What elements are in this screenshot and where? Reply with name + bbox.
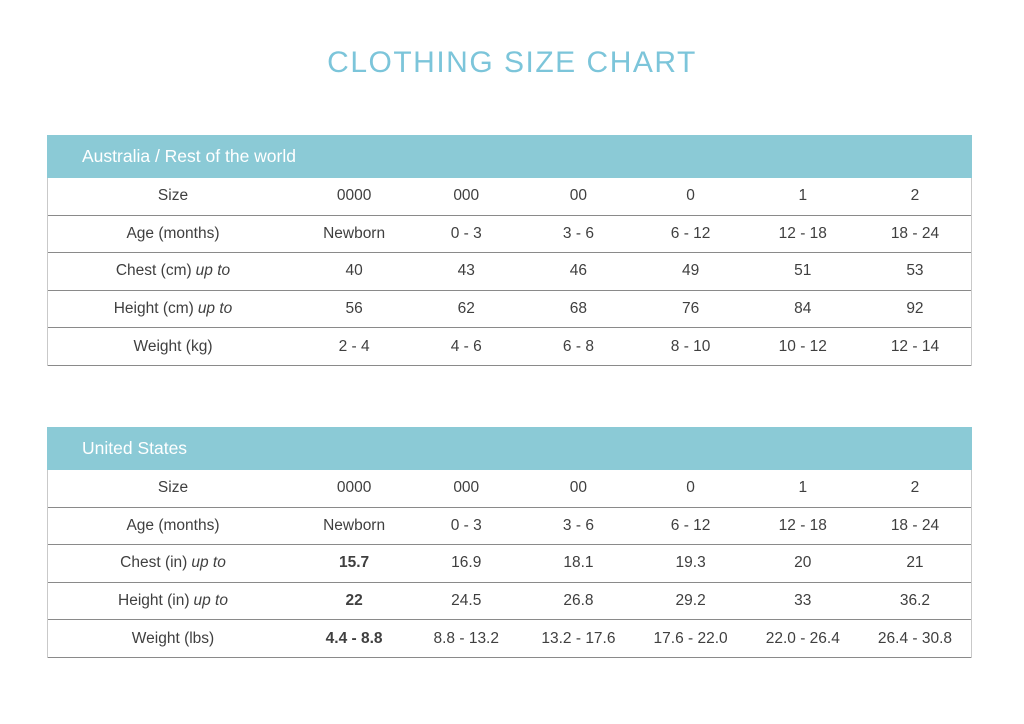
weight-value: 13.2 - 17.6 xyxy=(541,629,616,647)
chest-value: 53 xyxy=(906,262,924,280)
chest-value: 21 xyxy=(906,554,924,572)
row-label-size: Size xyxy=(157,187,189,205)
table-australia-header: Australia / Rest of the world xyxy=(47,135,972,178)
chest-value: 15.7 xyxy=(339,554,370,572)
chest-value: 18.1 xyxy=(563,554,594,572)
table-united-states: United States Size 0000 000 00 0 1 2 Age… xyxy=(47,427,972,658)
row-label-age: Age (months) xyxy=(126,516,220,534)
size-value: 1 xyxy=(798,479,808,497)
size-value: 00 xyxy=(569,187,588,205)
table-row-weight: Weight (kg) 2 - 4 4 - 6 6 - 8 8 - 10 10 … xyxy=(48,328,971,366)
height-value: 68 xyxy=(569,300,588,318)
row-label-height: Height (cm) up to xyxy=(113,300,233,318)
height-value: 29.2 xyxy=(675,592,706,610)
weight-value: 10 - 12 xyxy=(778,337,827,355)
age-value: 18 - 24 xyxy=(890,224,940,242)
table-united-states-header: United States xyxy=(47,427,972,470)
row-label-weight: Weight (lbs) xyxy=(131,629,215,647)
weight-value: 17.6 - 22.0 xyxy=(653,629,728,647)
size-value: 0 xyxy=(686,187,695,205)
chest-value: 19.3 xyxy=(675,554,706,572)
chest-value: 46 xyxy=(569,262,588,280)
table-row-size: Size 0000 000 00 0 1 2 xyxy=(48,470,971,508)
size-value: 0000 xyxy=(336,479,372,497)
chest-value: 49 xyxy=(681,262,700,280)
size-value: 2 xyxy=(910,479,920,497)
row-label-age: Age (months) xyxy=(126,224,220,242)
age-value: 0 - 3 xyxy=(450,516,482,534)
age-value: 6 - 12 xyxy=(670,224,711,242)
weight-value: 4 - 6 xyxy=(450,337,482,355)
weight-value: 12 - 14 xyxy=(890,337,940,355)
size-value: 1 xyxy=(798,187,808,205)
weight-value: 8 - 10 xyxy=(670,337,711,355)
weight-value: 2 - 4 xyxy=(338,337,370,355)
age-value: 6 - 12 xyxy=(670,516,711,534)
size-value: 00 xyxy=(569,479,588,497)
table-row-height: Height (in) up to 22 24.5 26.8 29.2 33 36… xyxy=(48,583,971,621)
size-value: 2 xyxy=(910,187,920,205)
height-value: 33 xyxy=(794,592,812,610)
age-value: 3 - 6 xyxy=(562,516,594,534)
height-value: 36.2 xyxy=(899,592,931,610)
height-value: 92 xyxy=(906,300,924,318)
age-value: Newborn xyxy=(323,516,386,534)
height-value: 56 xyxy=(345,300,363,318)
chest-value: 51 xyxy=(794,262,812,280)
height-value: 22 xyxy=(345,592,363,610)
size-value: 0 xyxy=(686,479,695,497)
weight-value: 6 - 8 xyxy=(562,337,594,355)
chest-value: 43 xyxy=(457,262,475,280)
row-label-weight: Weight (kg) xyxy=(133,337,213,355)
weight-value: 26.4 - 30.8 xyxy=(877,629,952,647)
row-label-chest: Chest (cm) up to xyxy=(115,262,231,280)
age-value: 12 - 18 xyxy=(778,224,827,242)
row-label-size: Size xyxy=(157,479,189,497)
table-row-weight: Weight (lbs) 4.4 - 8.8 8.8 - 13.2 13.2 -… xyxy=(48,620,971,658)
table-row-size: Size 0000 000 00 0 1 2 xyxy=(48,178,971,216)
table-united-states-rows: Size 0000 000 00 0 1 2 Age (months) Newb… xyxy=(47,470,972,658)
table-row-chest: Chest (in) up to 15.7 16.9 18.1 19.3 20 2… xyxy=(48,545,971,583)
size-value: 000 xyxy=(453,479,480,497)
size-value: 0000 xyxy=(336,187,372,205)
height-value: 26.8 xyxy=(563,592,594,610)
weight-value: 8.8 - 13.2 xyxy=(433,629,500,647)
table-row-age: Age (months) Newborn 0 - 3 3 - 6 6 - 12 … xyxy=(48,508,971,546)
table-australia-rows: Size 0000 000 00 0 1 2 Age (months) Newb… xyxy=(47,178,972,366)
height-value: 84 xyxy=(794,300,812,318)
age-value: Newborn xyxy=(323,224,386,242)
age-value: 12 - 18 xyxy=(778,516,827,534)
chest-value: 20 xyxy=(794,554,812,572)
table-row-age: Age (months) Newborn 0 - 3 3 - 6 6 - 12 … xyxy=(48,216,971,254)
age-value: 3 - 6 xyxy=(562,224,594,242)
chest-value: 16.9 xyxy=(451,554,482,572)
size-value: 000 xyxy=(453,187,480,205)
height-value: 24.5 xyxy=(451,592,482,610)
height-value: 76 xyxy=(681,300,700,318)
weight-value: 4.4 - 8.8 xyxy=(325,629,383,647)
table-australia: Australia / Rest of the world Size 0000 … xyxy=(47,135,972,366)
table-row-height: Height (cm) up to 56 62 68 76 84 92 xyxy=(48,291,971,329)
row-label-height: Height (in) up to xyxy=(118,592,228,610)
height-value: 62 xyxy=(457,300,475,318)
age-value: 0 - 3 xyxy=(450,224,482,242)
page-title: CLOTHING SIZE CHART xyxy=(327,46,697,79)
age-value: 18 - 24 xyxy=(890,516,940,534)
weight-value: 22.0 - 26.4 xyxy=(765,629,840,647)
table-row-chest: Chest (cm) up to 40 43 46 49 51 53 xyxy=(48,253,971,291)
chest-value: 40 xyxy=(345,262,363,280)
row-label-chest: Chest (in) up to xyxy=(120,554,226,572)
